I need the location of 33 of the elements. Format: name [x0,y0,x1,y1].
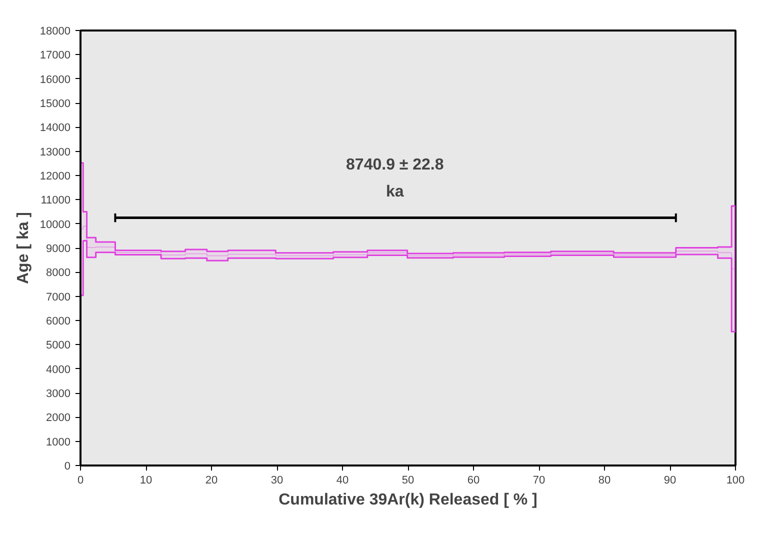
y-tick-label: 5000 [46,340,71,352]
x-tick-label: 70 [532,474,546,486]
y-tick-label: 13000 [40,146,71,158]
x-tick-label: 80 [598,474,611,486]
y-tick-label: 8000 [46,267,71,280]
x-tick-label: 60 [467,474,480,486]
y-tick-label: 12000 [40,170,71,182]
x-tick-label: 90 [664,474,676,486]
y-tick-label: 16000 [40,74,71,86]
x-tick-label: 30 [270,474,284,486]
y-tick-label: 9000 [46,243,71,255]
y-tick-label: 18000 [40,26,71,38]
x-tick-label: 50 [402,474,414,486]
x-tick-label: 20 [205,474,218,486]
x-tick-label: 10 [140,474,152,486]
y-tick-label: 11000 [40,194,71,207]
y-tick-label: 15000 [40,98,71,110]
x-tick-label: 0 [77,474,84,486]
y-tick-label: 0 [64,460,71,472]
y-tick-label: 7000 [46,291,71,304]
annotation: 8740.9 ± 22.8 ka [346,156,444,200]
x-tick-label: 100 [726,474,745,486]
y-tick-label: 2000 [46,412,71,424]
y-tick-label: 4000 [46,364,71,376]
y-tick-label: 1000 [46,436,71,448]
y-tick-label: 10000 [40,218,71,231]
y-axis-title: Age [ ka ] [14,212,32,284]
y-tick-label: 17000 [40,50,71,62]
y-tick-label: 14000 [40,122,71,134]
x-axis-title: Cumulative 39Ar(k) Released [ % ] [278,492,538,508]
y-tick-label: 6000 [46,316,71,328]
y-tick-label: 3000 [46,388,71,400]
x-tick-label: 40 [336,474,349,486]
